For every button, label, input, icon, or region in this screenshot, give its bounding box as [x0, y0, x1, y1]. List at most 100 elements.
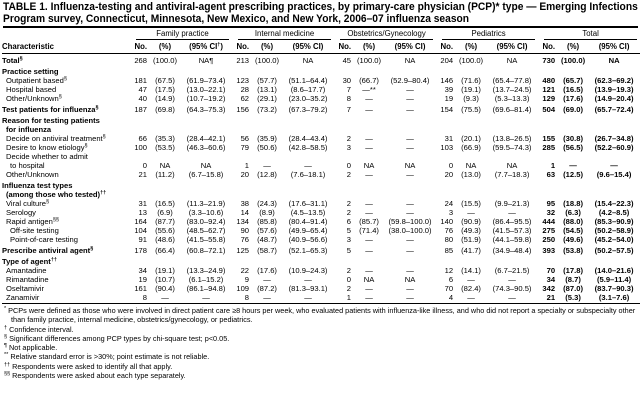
- percent-cell: (85.8): [257, 217, 277, 226]
- count-cell: 76: [240, 235, 250, 244]
- count-cell: 164: [134, 217, 147, 226]
- ci-cell: [282, 114, 334, 125]
- percent-cell: (35.3): [155, 134, 175, 143]
- ci-cell: (62.3–69.2): [594, 76, 634, 85]
- ci-cell: (51.1–64.4): [288, 76, 328, 85]
- percent-cell: (17.6): [563, 94, 583, 103]
- count-cell: 45: [342, 56, 352, 65]
- ci-cell: (86.4–95.5): [492, 217, 532, 226]
- count-cell: 13: [138, 208, 147, 217]
- percent-cell: (12.5): [563, 170, 583, 179]
- percent-cell: —: [365, 105, 373, 114]
- count-cell: 0: [448, 161, 454, 170]
- ci-cell: (10.7–19.2): [186, 94, 226, 103]
- count-cell: 90: [240, 226, 250, 235]
- ci-cell: (3.1–7.6): [588, 293, 641, 304]
- percent-cell: (8.9): [259, 208, 275, 217]
- percent-cell: (67.5): [155, 76, 175, 85]
- row-label-text: Influenza test types: [2, 181, 73, 190]
- ci-cell: (26.7–34.8): [594, 134, 634, 143]
- column-header-no: No.: [232, 41, 253, 54]
- count-cell: [232, 65, 252, 76]
- table-row: Total§ 268 (100.0) NA¶ 213 (100.0) NA 45 (100.0)…: [2, 54, 640, 65]
- ci-cell: (60.8–72.1): [186, 246, 226, 255]
- percent-cell: —: [365, 199, 373, 208]
- count-cell: 66: [138, 134, 147, 143]
- group-header-label: Internal medicine: [238, 29, 332, 40]
- ci-cell: [588, 190, 640, 199]
- percent-cell: [558, 255, 588, 266]
- ci-cell: [486, 255, 538, 266]
- ci-cell: NA: [404, 56, 416, 65]
- table-row: Oseltamivir 161 (90.4) (86.1–94.8) 109 (87.2)…: [2, 284, 640, 293]
- ci-cell: —: [282, 293, 335, 304]
- count-cell: [334, 190, 354, 199]
- percent-cell: (85.7): [359, 217, 379, 226]
- percent-cell: (19.1): [461, 85, 481, 94]
- column-header-text: No.: [236, 42, 250, 51]
- column-header-ci: (95% CI): [486, 41, 539, 54]
- count-cell: 204: [440, 56, 454, 65]
- table-row: Hospital based 47 (17.5) (13.0–22.1) 28 (13.1…: [2, 85, 640, 94]
- percent-cell: —: [456, 293, 487, 304]
- ci-cell: (50.2–58.9): [594, 226, 634, 235]
- percent-cell: [558, 152, 588, 161]
- group-header: Obstetrics/Gynecology: [334, 29, 436, 41]
- percent-cell: (54.5): [563, 226, 583, 235]
- count-cell: [130, 179, 150, 190]
- ci-cell: [486, 190, 538, 199]
- count-cell: 187: [134, 105, 147, 114]
- column-header-pct: (%): [354, 41, 385, 54]
- ci-cell: (50.2–57.5): [594, 246, 634, 255]
- percent-cell: (6.3): [565, 208, 581, 217]
- ci-cell: (41.5–55.8): [186, 235, 226, 244]
- count-cell: 80: [444, 235, 454, 244]
- ci-cell: —: [304, 161, 312, 170]
- column-header-no: No.: [130, 41, 150, 54]
- table-row: for influenza: [2, 125, 640, 134]
- ci-cell: (65.4–77.8): [492, 76, 532, 85]
- row-label: Hospital based: [2, 85, 130, 94]
- percent-cell: [558, 179, 588, 190]
- table-row: Rapid antigen§§ 164 (87.7) (83.0–92.4) 134 (8…: [2, 217, 640, 226]
- row-label: Reason for testing patients: [2, 114, 130, 125]
- column-header-text: (95% CI: [189, 42, 218, 51]
- ci-cell: (69.6–81.4): [492, 105, 532, 114]
- count-cell: 156: [236, 105, 250, 114]
- percent-cell: (17.8): [563, 266, 583, 275]
- row-label: Outpatient based§: [2, 76, 130, 85]
- ci-cell: (4.5–13.5): [290, 208, 326, 217]
- ci-cell: [282, 125, 334, 134]
- count-cell: 63: [546, 170, 556, 179]
- column-header-text: (%): [158, 42, 172, 51]
- row-label-text: Practice setting: [2, 67, 59, 76]
- ci-cell: NA: [506, 161, 518, 170]
- footnote-marker: §: [84, 143, 88, 149]
- ci-cell: (83.7–90.3): [594, 284, 634, 293]
- count-cell: 38: [240, 199, 250, 208]
- ci-cell: (13.3–24.9): [186, 266, 226, 275]
- ci-cell: (40.9–56.6): [288, 235, 328, 244]
- percent-cell: (57.6): [257, 226, 277, 235]
- row-label-text: (among those who tested): [6, 190, 101, 199]
- count-cell: 155: [542, 134, 556, 143]
- percent-cell: —: [365, 266, 373, 275]
- ci-cell: (6.7–15.8): [188, 170, 224, 179]
- count-cell: 3: [448, 208, 454, 217]
- count-cell: 1: [334, 293, 355, 304]
- percent-cell: (57.7): [257, 76, 277, 85]
- ci-cell: —: [406, 246, 414, 255]
- row-label-text: Oseltamivir: [6, 284, 44, 293]
- count-cell: 104: [134, 226, 147, 235]
- percent-cell: —: [365, 134, 373, 143]
- ci-cell: (11.3–21.9): [186, 199, 226, 208]
- percent-cell: [252, 190, 282, 199]
- column-header-ci: (95% CI): [282, 41, 335, 54]
- count-cell: [538, 125, 558, 134]
- percent-cell: [354, 179, 384, 190]
- percent-cell: —: [365, 170, 373, 179]
- count-cell: 103: [440, 143, 454, 152]
- column-header-text: No.: [542, 42, 556, 51]
- count-cell: 62: [240, 94, 250, 103]
- ci-cell: (5.3–13.3): [494, 94, 530, 103]
